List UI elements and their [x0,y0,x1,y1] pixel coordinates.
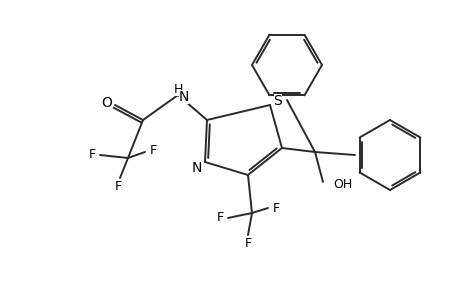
Text: N: N [179,90,189,104]
Text: F: F [114,181,121,194]
Text: F: F [149,143,156,157]
Text: N: N [191,161,202,175]
Text: O: O [101,96,112,110]
Text: OH: OH [332,178,352,190]
Text: F: F [216,212,223,224]
Text: F: F [244,238,251,250]
Text: H: H [173,82,182,95]
Text: F: F [88,148,95,161]
Text: S: S [273,94,282,108]
Text: F: F [272,202,279,214]
